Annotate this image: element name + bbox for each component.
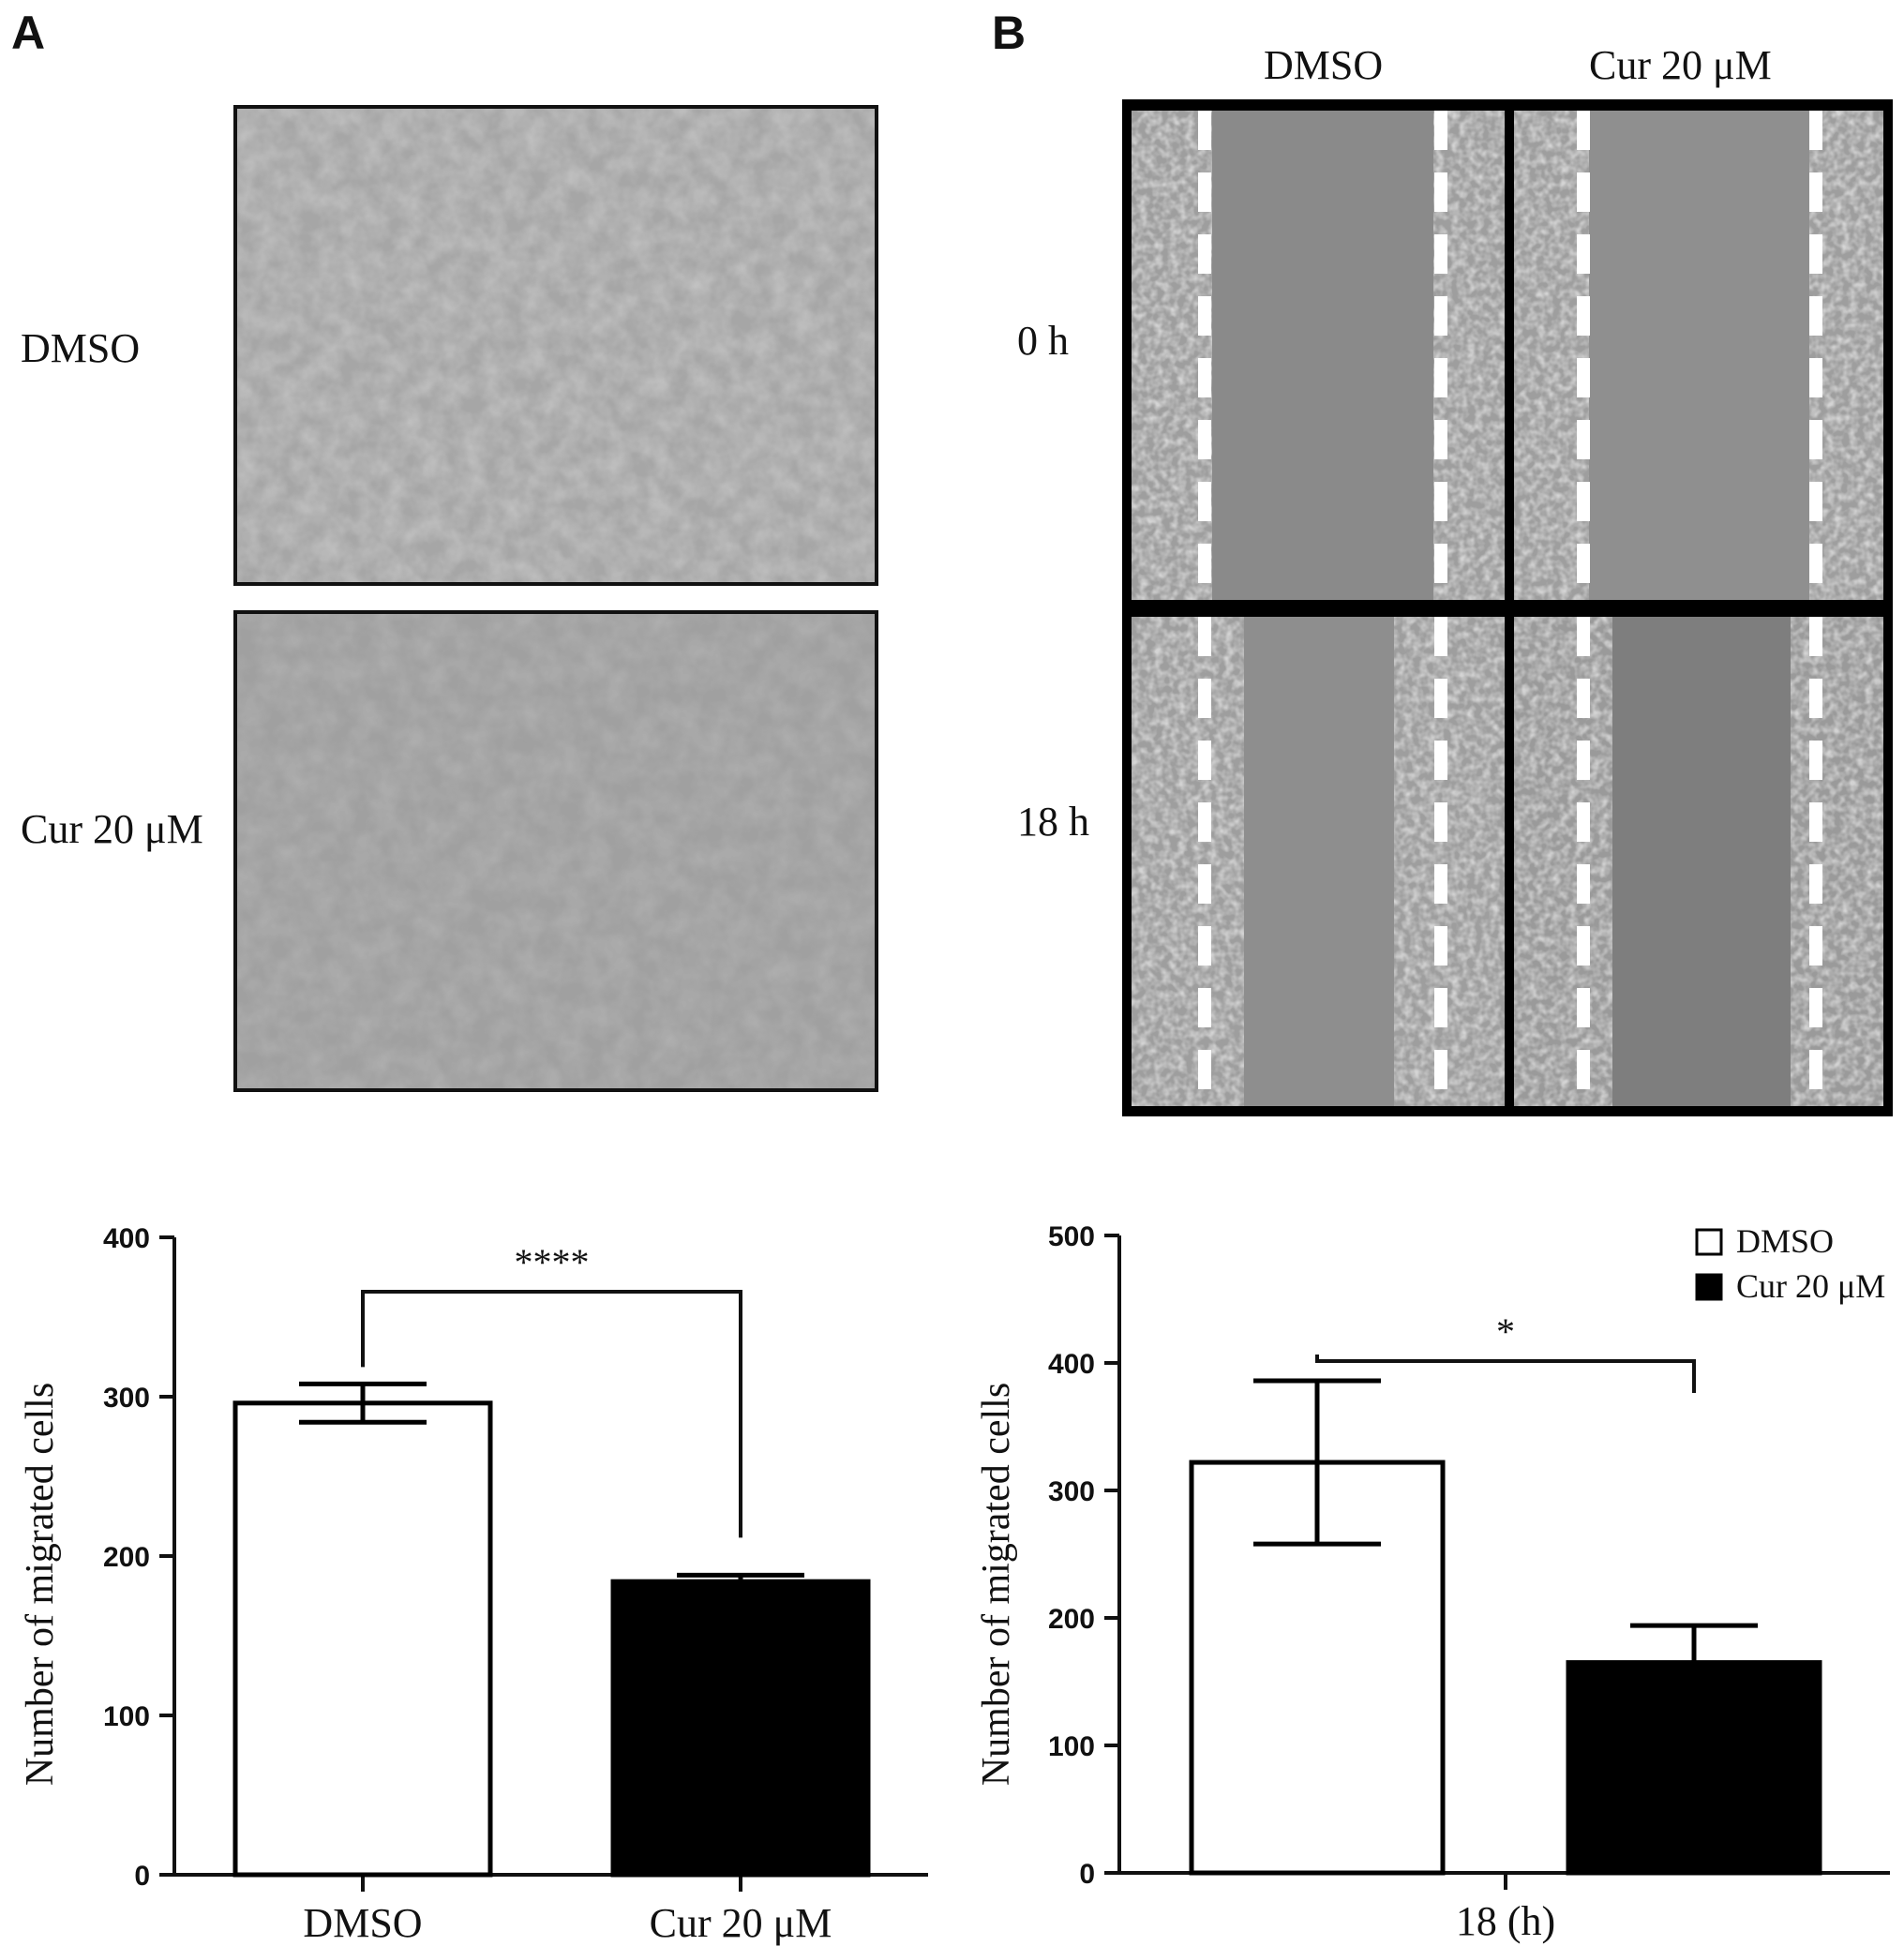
- transwell-texture-dmso: [237, 109, 875, 582]
- chart-b-y-axis-label: Number of migrated cells: [975, 1383, 1018, 1786]
- panel-a-letter: A: [11, 7, 46, 59]
- chart-a-y-tick-label: 0: [134, 1861, 150, 1892]
- chart-a-significance-bracket: [361, 1290, 742, 1538]
- chart-b-y-tick-label: 0: [1079, 1859, 1095, 1890]
- wound-image-cur-0h: [1514, 111, 1883, 600]
- chart-b-y-tick-label: 200: [1048, 1604, 1095, 1635]
- transwell-image-dmso: [233, 105, 878, 586]
- chart-b-y-tick-label: 300: [1048, 1476, 1095, 1507]
- chart-b-y-tick-label: 500: [1048, 1221, 1095, 1252]
- panel-b-col-label-dmso: DMSO: [1264, 42, 1384, 88]
- panel-a-row-label-cur: Cur 20 μM: [21, 806, 203, 852]
- chart-b-y-tick-label: 400: [1048, 1349, 1095, 1380]
- wound-image-dmso-0h: [1132, 111, 1505, 600]
- wound-healing-image-grid: [1122, 99, 1893, 1116]
- wound-texture-dmso-0h: [1132, 111, 1505, 600]
- chart-a-y-tick-label: 300: [103, 1383, 150, 1414]
- bar-chart-a: 0 100 200 300 400 DMSO Cur 20 μM Number of mig…: [19, 1223, 928, 1946]
- transwell-texture-cur: [237, 614, 875, 1088]
- panel-b-col-label-cur: Cur 20 μM: [1589, 42, 1772, 88]
- panel-b-row-label-0h: 0 h: [1017, 318, 1069, 364]
- wound-texture-cur-18h: [1514, 617, 1883, 1106]
- wound-texture-dmso-18h: [1132, 617, 1505, 1106]
- transwell-image-cur: [233, 610, 878, 1092]
- chart-a-y-axis-label: Number of migrated cells: [19, 1383, 62, 1786]
- chart-b-legend-label: DMSO: [1736, 1222, 1834, 1260]
- chart-a-bar: [610, 1579, 871, 1878]
- panel-b-letter: B: [992, 7, 1027, 59]
- chart-a-y-tick-label: 100: [103, 1701, 150, 1732]
- wound-image-dmso-18h: [1132, 617, 1505, 1106]
- chart-a-bar: [232, 1400, 493, 1878]
- chart-b-legend-swatch: [1695, 1273, 1723, 1301]
- chart-a-x-tick-label: DMSO: [303, 1900, 422, 1946]
- chart-a-y-tick-label: 200: [103, 1542, 150, 1573]
- chart-b-significance-label: *: [1496, 1310, 1515, 1353]
- chart-a-significance-label: ****: [515, 1241, 590, 1283]
- panel-a-row-label-dmso: DMSO: [21, 325, 141, 371]
- chart-b-x-tick-label: 18 (h): [1456, 1898, 1555, 1944]
- chart-b-legend-swatch: [1695, 1228, 1723, 1256]
- bar-chart-b: 0 100 200 300 400 500 18 (h) DMSO Cur 20 μM Num…: [975, 1221, 1890, 1944]
- chart-a-y-tick-label: 400: [103, 1223, 150, 1254]
- chart-b-legend-label: Cur 20 μM: [1736, 1267, 1885, 1305]
- chart-b-y-tick-label: 100: [1048, 1731, 1095, 1762]
- panel-b-row-label-18h: 18 h: [1017, 799, 1089, 845]
- chart-a-x-tick-label: Cur 20 μM: [650, 1900, 832, 1946]
- wound-image-cur-18h: [1514, 617, 1883, 1106]
- wound-texture-cur-0h: [1514, 111, 1883, 600]
- chart-b-significance-bracket: [1315, 1355, 1696, 1393]
